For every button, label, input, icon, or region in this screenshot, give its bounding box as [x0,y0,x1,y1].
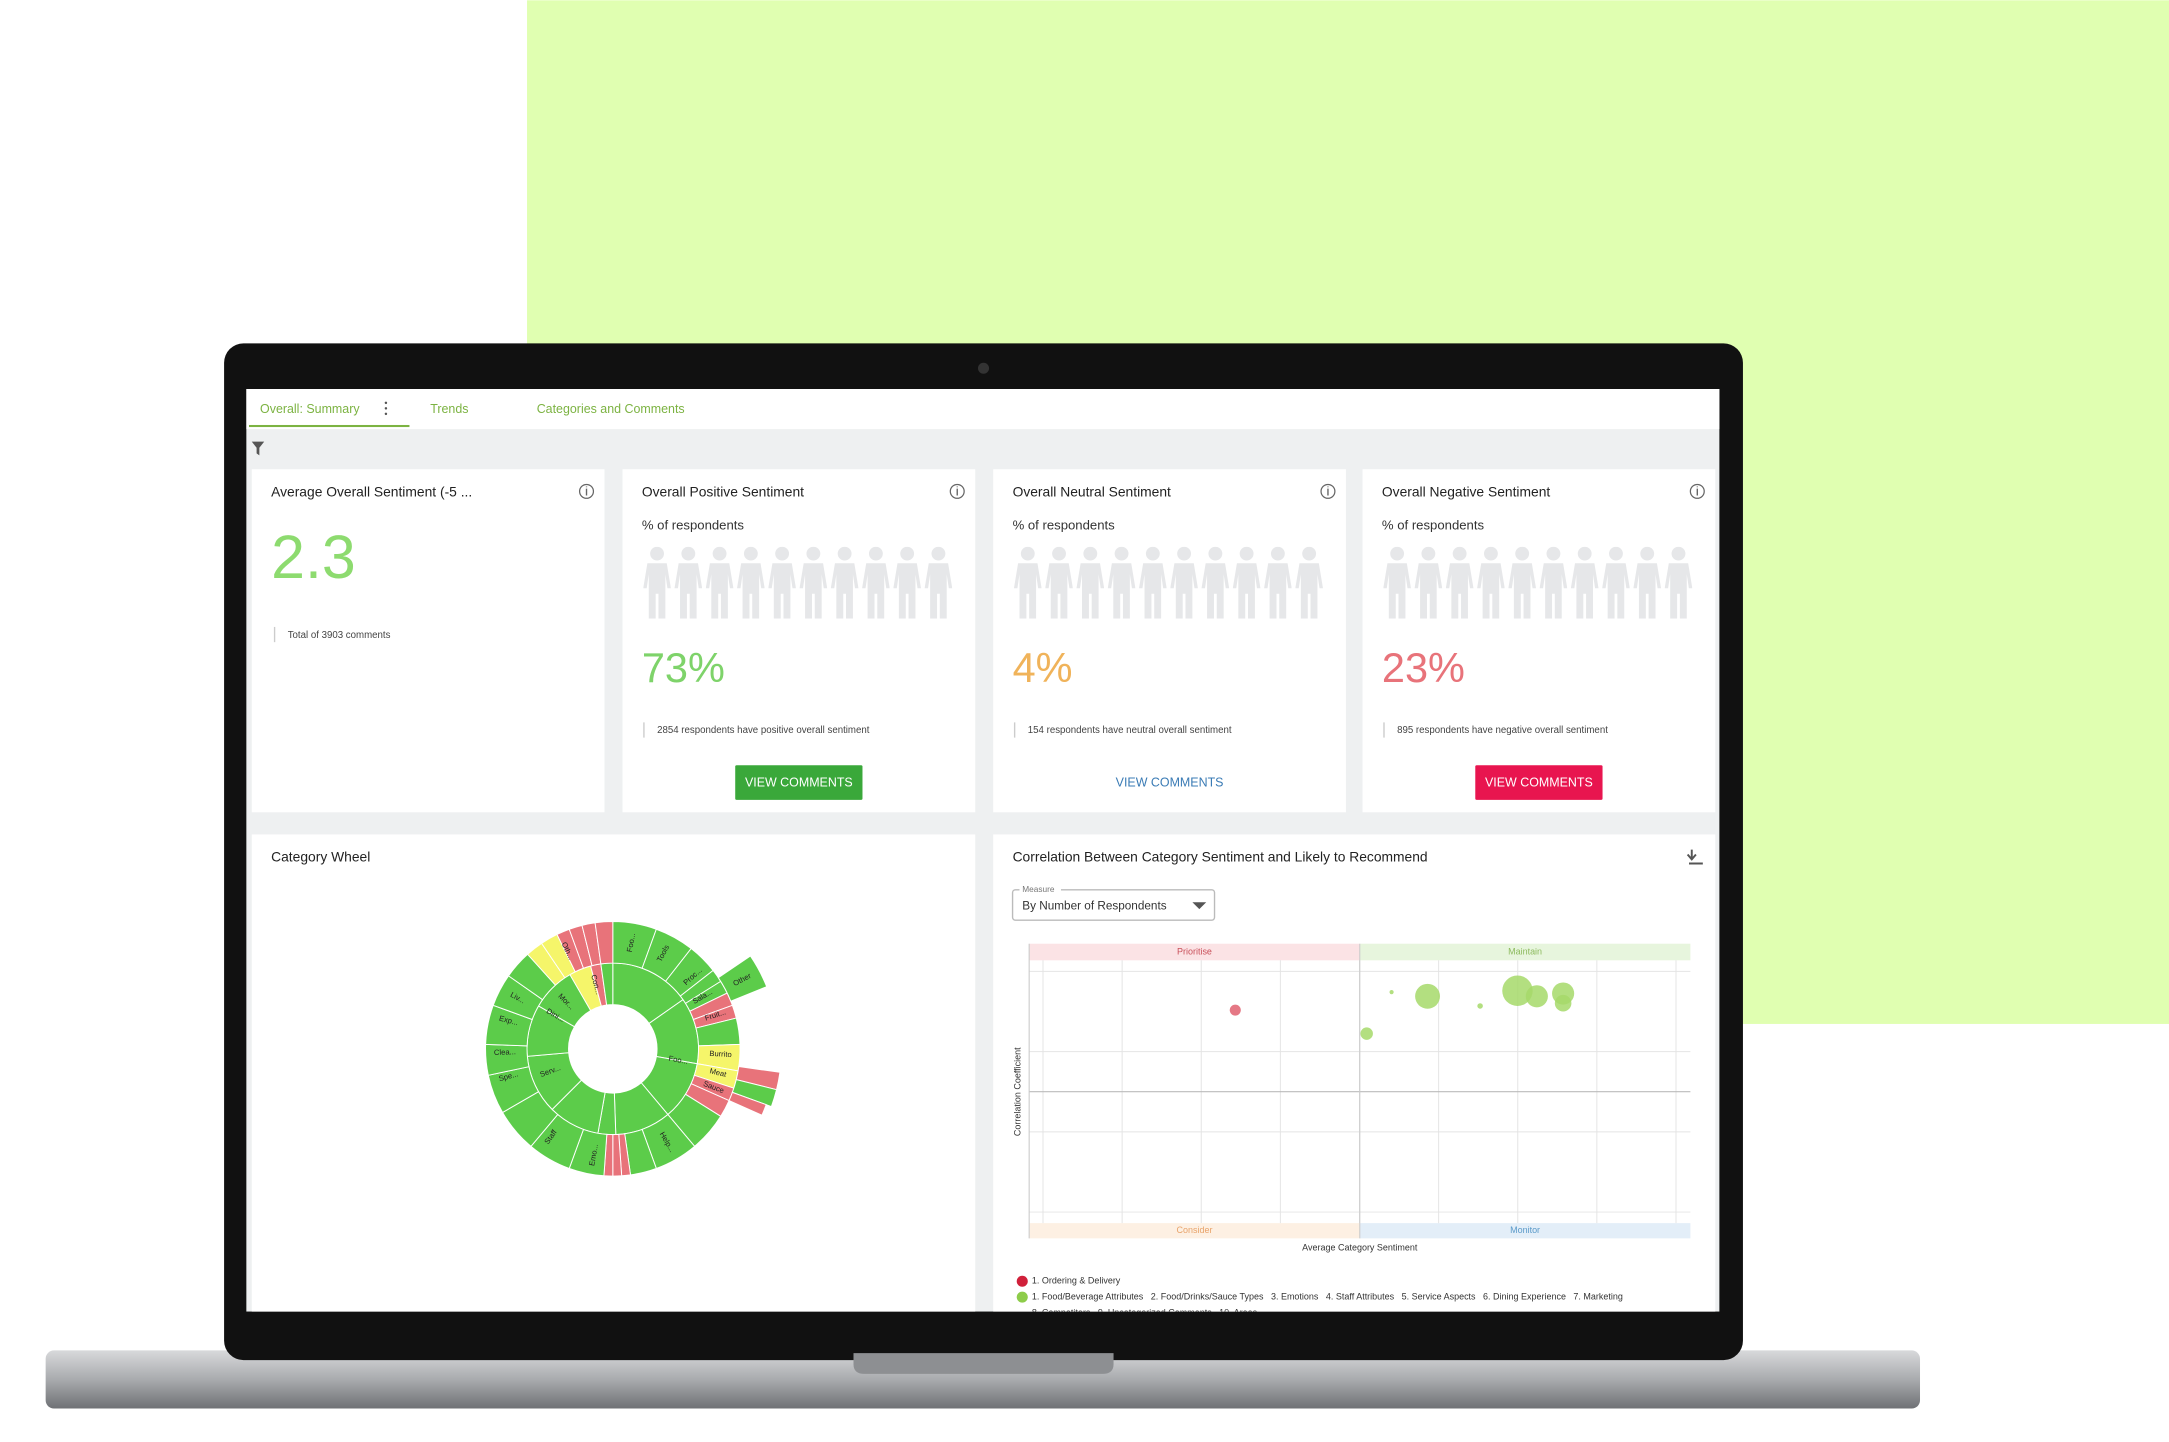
quadrant-label: Consider [1176,1225,1212,1235]
card-title: Overall Positive Sentiment [642,483,804,499]
legend-dot [1016,1291,1028,1303]
laptop-notch [853,1353,1114,1374]
category-wheel: Oth...Con...Foo...ToolsProc...Sala...Fru… [485,921,781,1177]
screen: Overall: Summary Trends Categories and C… [246,389,1720,1317]
kebab[interactable] [384,401,388,405]
quadrant-band [1359,1223,1691,1239]
quadrant-band [1029,1223,1360,1239]
laptop-base [45,1350,1921,1409]
card [251,834,976,1312]
bubble [1229,1004,1241,1016]
tab[interactable]: Trends [430,402,468,416]
card [1362,469,1716,813]
button-label[interactable]: VIEW COMMENTS [745,776,853,790]
bubble [1525,985,1548,1008]
card [993,469,1346,813]
tab-underline [248,424,410,428]
metric-value: 2.3 [271,523,356,591]
card-title: Overall Negative Sentiment [1382,483,1550,499]
card-title: Correlation Between Category Sentiment a… [1013,849,1428,865]
wheel-label: Foo... [668,1054,689,1066]
note: 2854 respondents have positive overall s… [657,725,870,736]
card [251,469,605,813]
wheel-label: Clea... [494,1047,516,1057]
note: 154 respondents have neutral overall sen… [1028,725,1232,736]
card-subtitle: % of respondents [1382,517,1485,532]
bubble [1502,975,1533,1006]
note-bar [273,626,276,643]
y-axis-label: Correlation Coefficient [1012,1047,1022,1136]
card-subtitle: % of respondents [642,517,745,532]
wheel-segment [717,955,768,1002]
quadrant-band [1359,943,1691,961]
quadrant-label: Prioritise [1177,946,1212,956]
note-bar [643,722,645,738]
quadrant-label: Monitor [1510,1225,1540,1235]
camera [977,362,990,374]
card-subtitle: % of respondents [1013,517,1116,532]
tab[interactable]: Overall: Summary [260,402,360,416]
note: Total of 3903 comments [288,630,391,641]
info-icon[interactable] [1320,483,1336,499]
metric-value: 4% [1013,644,1073,691]
tab-bar [246,389,1720,430]
view-comments-button[interactable] [735,765,863,800]
card-title: Category Wheel [271,849,370,865]
wheel-label: Burrito [709,1049,732,1059]
metric-value: 23% [1382,644,1465,691]
info-icon[interactable] [1689,483,1705,499]
quadrant-band [1029,943,1360,961]
button-label[interactable]: VIEW COMMENTS [1485,776,1593,790]
bubble [1360,1027,1373,1040]
filter-icon[interactable] [251,441,265,456]
legend-entry: 1. Ordering & Delivery [1032,1276,1121,1286]
legend-entry: 1. Food/Beverage Attributes 2. Food/Drin… [1032,1292,1623,1302]
wheel-label: Meat [709,1066,728,1079]
download-icon[interactable] [1686,849,1703,865]
bubble [1477,1003,1483,1009]
x-axis-label: Average Category Sentiment [1302,1242,1418,1252]
measure-dropdown[interactable] [1011,889,1216,921]
wheel-label: Exp... [498,1014,519,1028]
legend-dot [1016,1275,1028,1287]
wheel-label: Foo... [625,932,637,953]
bubble [1415,983,1441,1009]
bubble-chart: Prioritise Maintain Consider Monitor Correla… [1012,943,1691,1317]
bubble [1389,990,1394,995]
note-bar [1013,722,1016,738]
dropdown-label: Measure [1022,884,1055,894]
card-title: Overall Neutral Sentiment [1013,483,1171,499]
card-title: Average Overall Sentiment (-5 ... [271,483,472,499]
dropdown-arrow [1192,902,1207,910]
info-icon[interactable] [578,483,595,499]
wheel-segment [728,1091,767,1116]
card [622,469,976,813]
tab[interactable]: Categories and Comments [537,402,685,416]
wheel-segment [594,921,614,965]
quadrant-label: Maintain [1508,946,1542,956]
info-icon[interactable] [949,483,965,499]
dropdown-value: By Number of Respondents [1022,899,1166,912]
view-comments-link[interactable]: VIEW COMMENTS [1116,776,1224,790]
legend-entry: 8. Competitors 9. Uncategorized Comments… [1032,1307,1258,1317]
note: 895 respondents have negative overall se… [1397,725,1608,736]
metric-value: 73% [642,644,725,691]
view-comments-button[interactable] [1475,765,1603,800]
note-bar [1383,722,1385,738]
bubble [1554,994,1572,1012]
wheel-label: Emo... [587,1143,600,1166]
